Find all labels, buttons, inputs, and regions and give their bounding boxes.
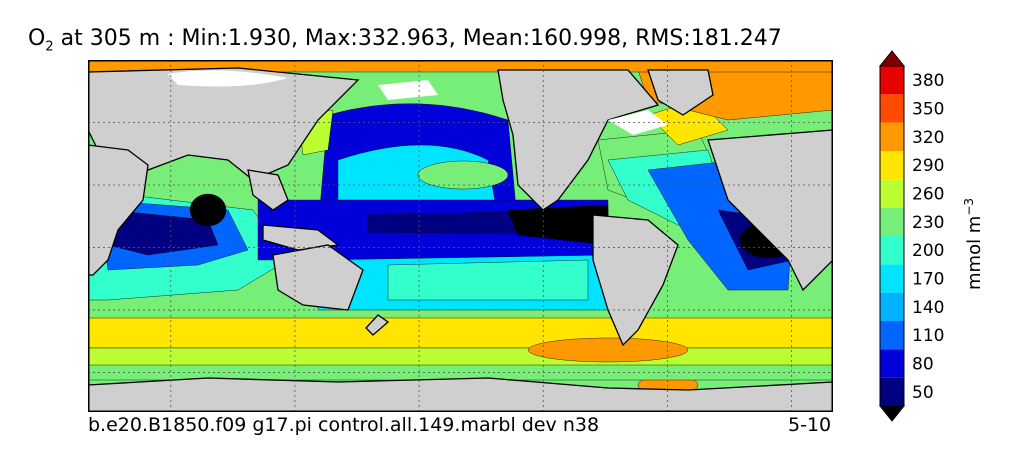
colorbar-tick-label: 200 [912,241,944,261]
colorbar-tick-label: 170 [912,270,944,290]
colorbar: 50 80 110 140 170 200 230 260 290 320 350 380 [878,50,944,422]
o2-contour-region [387,259,589,301]
colorbar-tick-label: 80 [912,355,934,375]
title-species-subscript: 2 [45,39,54,55]
colorbar-segment [880,349,904,378]
o2-contour-region [88,317,833,349]
year-range-caption: 5-10 [788,414,832,436]
o2-contour-region [88,60,833,73]
missing-data-patch [168,70,288,87]
landmass [365,314,390,336]
title-stats: at 305 m : Min:1.930, Max:332.963, Mean:… [53,26,782,51]
o2-contour-region [417,160,509,190]
missing-data-patch [378,80,438,100]
colorbar-segment [880,66,904,95]
colorbar-segment [880,179,904,208]
colorbar-segment [880,321,904,350]
colorbar-segment [880,151,904,180]
chart-title: O2 at 305 m : Min:1.930, Max:332.963, Me… [28,26,782,54]
colorbar-tick-label: 260 [912,185,944,205]
landmass [497,69,660,211]
colorbar-segment [880,377,904,406]
land-mask [88,67,833,412]
colorbar-extend-min [878,405,906,422]
case-name-caption: b.e20.B1850.f09 g17.pi control.all.149.m… [88,414,600,436]
colorbar-tick-label: 140 [912,298,944,318]
colorbar-tick-label: 380 [912,71,944,91]
colorbar-segment [880,292,904,321]
o2-contour-region [189,193,227,227]
colorbar-units-label: mmol m−3 [962,198,985,290]
map-gridlines [88,60,833,412]
units-text: mmol m [964,215,985,290]
colorbar-tick-label: 320 [912,128,944,148]
landmass [88,144,149,276]
colorbar-tick-label: 230 [912,213,944,233]
colorbar-segment [880,94,904,123]
colorbar-segment [880,236,904,265]
colorbar-tick-label: 50 [912,383,934,403]
map-frame [88,60,833,412]
colorbar-tick-label: 350 [912,100,944,120]
landmass [707,129,833,292]
colorbar-segment [880,264,904,293]
colorbar-frame [879,65,905,407]
o2-contour-region [527,337,689,363]
colorbar-segment [880,207,904,236]
ocean-map [88,60,833,412]
landmass [88,377,833,412]
title-species: O [28,26,46,51]
colorbar-extend-max [878,50,906,67]
units-exponent: −3 [962,197,976,216]
colorbar-tick-label: 110 [912,326,944,346]
colorbar-tick-label: 290 [912,156,944,176]
colorbar-segment [880,122,904,151]
landmass [247,169,289,211]
landmass [647,69,714,116]
